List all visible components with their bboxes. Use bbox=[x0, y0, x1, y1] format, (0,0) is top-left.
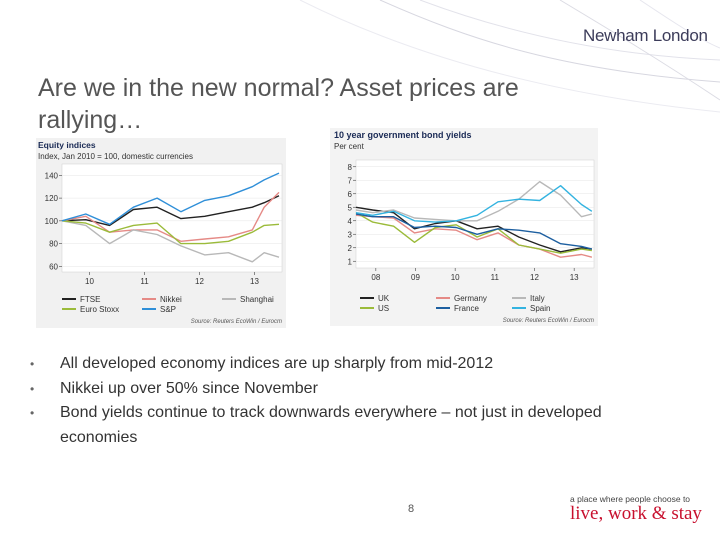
slide-title: Are we in the new normal? Asset prices a… bbox=[38, 74, 519, 134]
bullet-dot-icon: • bbox=[30, 406, 35, 420]
x-tick-label: 08 bbox=[371, 273, 380, 282]
legend-label: France bbox=[454, 304, 479, 313]
series-line-germany bbox=[355, 214, 593, 258]
x-tick-label: 09 bbox=[411, 273, 420, 282]
y-tick-label: 120 bbox=[45, 194, 59, 203]
chart-title: 10 year government bond yields bbox=[334, 130, 472, 140]
chart-subtitle: Per cent bbox=[334, 142, 365, 151]
series-line-nikkei bbox=[61, 191, 280, 242]
series-line-spain bbox=[355, 185, 593, 223]
x-tick-label: 12 bbox=[530, 273, 539, 282]
newham-logo: Newham London bbox=[583, 26, 708, 45]
y-tick-label: 4 bbox=[348, 217, 353, 226]
slogan: a place where people choose to live, wor… bbox=[570, 494, 720, 525]
x-tick-label: 11 bbox=[491, 273, 500, 282]
y-tick-label: 7 bbox=[348, 176, 353, 185]
x-tick-label: 12 bbox=[195, 277, 204, 286]
legend-label: UK bbox=[378, 294, 390, 303]
y-tick-label: 80 bbox=[49, 240, 58, 249]
bullet-item: • Nikkei up over 50% since November bbox=[30, 377, 630, 402]
y-tick-label: 140 bbox=[45, 171, 59, 180]
series-line-ftse bbox=[61, 195, 280, 227]
series-line-s-p bbox=[61, 172, 280, 225]
page-number: 8 bbox=[408, 503, 415, 515]
y-tick-label: 6 bbox=[348, 190, 353, 199]
chart-source: Source: Reuters EcoWin / Eurocm bbox=[503, 318, 594, 324]
legend-label: Spain bbox=[530, 304, 550, 313]
y-tick-label: 3 bbox=[348, 230, 353, 239]
x-tick-label: 11 bbox=[140, 277, 149, 286]
y-tick-label: 2 bbox=[348, 244, 353, 253]
plot-area bbox=[355, 159, 595, 269]
x-tick-label: 13 bbox=[250, 277, 259, 286]
x-tick-label: 10 bbox=[85, 277, 94, 286]
series-line-shanghai bbox=[61, 220, 280, 263]
series-line-uk bbox=[355, 206, 592, 253]
y-tick-label: 1 bbox=[348, 257, 353, 266]
series-line-italy bbox=[355, 180, 593, 222]
bullet-dot-icon: • bbox=[30, 357, 35, 371]
legend-label: Germany bbox=[454, 294, 487, 303]
legend-label: Shanghai bbox=[240, 295, 274, 304]
slogan-line2: live, work & stay bbox=[570, 503, 702, 524]
plot-area bbox=[61, 163, 283, 273]
bullet-item: • Bond yields continue to track downwards… bbox=[30, 401, 630, 450]
bullet-text: Nikkei up over 50% since November bbox=[60, 379, 318, 397]
chart-subtitle: Index, Jan 2010 = 100, domestic currenci… bbox=[38, 152, 193, 161]
chart-title: Equity indices bbox=[38, 140, 96, 150]
bullet-dot-icon: • bbox=[30, 381, 35, 396]
y-tick-label: 100 bbox=[45, 217, 59, 226]
legend-label: US bbox=[378, 304, 389, 313]
equity-indices-chart: Equity indices Index, Jan 2010 = 100, dom… bbox=[38, 140, 283, 325]
legend-label: Euro Stoxx bbox=[80, 305, 119, 314]
y-tick-label: 8 bbox=[348, 163, 353, 172]
slogan-line1: a place where people choose to bbox=[570, 494, 691, 504]
equity-chart-panel: Equity indices Index, Jan 2010 = 100, dom… bbox=[36, 138, 286, 328]
bullet-text: All developed economy indices are up sha… bbox=[60, 355, 494, 372]
legend-label: Nikkei bbox=[160, 295, 182, 304]
bullet-text: Bond yields continue to track downwards … bbox=[60, 404, 602, 446]
bond-chart-panel: 10 year government bond yields Per cent 1 2… bbox=[330, 128, 598, 326]
legend-label: FTSE bbox=[80, 295, 100, 304]
y-tick-label: 60 bbox=[49, 262, 58, 271]
chart-source: Source: Reuters EcoWin / Eurocm bbox=[191, 319, 282, 325]
series-line-france bbox=[355, 213, 593, 250]
header-decoration bbox=[0, 0, 720, 120]
legend-label: S&P bbox=[160, 305, 176, 314]
series-line-euro-stoxx bbox=[61, 220, 280, 245]
decorative-curves bbox=[299, 0, 720, 113]
x-tick-label: 13 bbox=[570, 273, 579, 282]
legend-label: Italy bbox=[530, 294, 545, 303]
series-line-us bbox=[355, 212, 592, 254]
y-tick-label: 5 bbox=[348, 203, 353, 212]
bullet-list: • All developed economy indices are up sh… bbox=[30, 352, 630, 450]
bullet-item: • All developed economy indices are up sh… bbox=[30, 352, 630, 377]
x-tick-label: 10 bbox=[451, 273, 460, 282]
